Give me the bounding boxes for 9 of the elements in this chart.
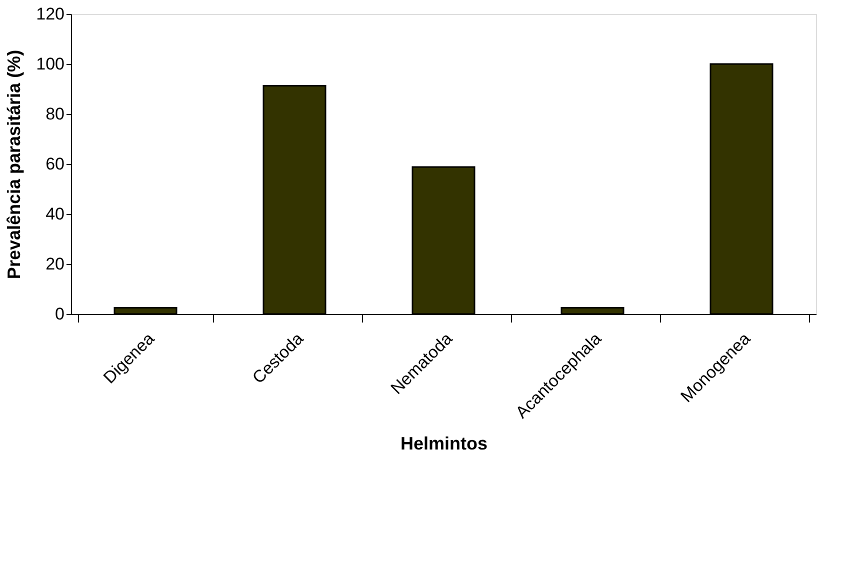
y-tick-label: 100: [36, 54, 64, 74]
y-tick-label: 20: [46, 254, 64, 274]
y-tick-label: 60: [46, 154, 64, 174]
y-tick-label: 0: [55, 304, 64, 324]
x-axis-title: Helmintos: [400, 433, 488, 454]
y-tick-label: 80: [46, 104, 64, 124]
y-tick-label: 120: [36, 4, 64, 24]
y-tick-label: 40: [46, 204, 64, 224]
y-axis-title: Prevalência parasitária (%): [4, 50, 24, 280]
